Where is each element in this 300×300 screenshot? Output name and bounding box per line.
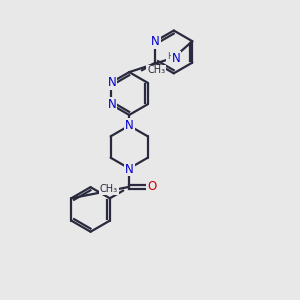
Text: O: O bbox=[147, 180, 156, 194]
Text: N: N bbox=[151, 35, 160, 48]
Text: N: N bbox=[125, 163, 134, 176]
Text: N: N bbox=[107, 98, 116, 111]
Text: N: N bbox=[125, 118, 134, 131]
Text: N: N bbox=[107, 76, 116, 89]
Text: N: N bbox=[172, 52, 180, 65]
Text: H: H bbox=[167, 52, 173, 61]
Text: CH₃: CH₃ bbox=[100, 184, 118, 194]
Text: CH₃: CH₃ bbox=[147, 65, 165, 75]
